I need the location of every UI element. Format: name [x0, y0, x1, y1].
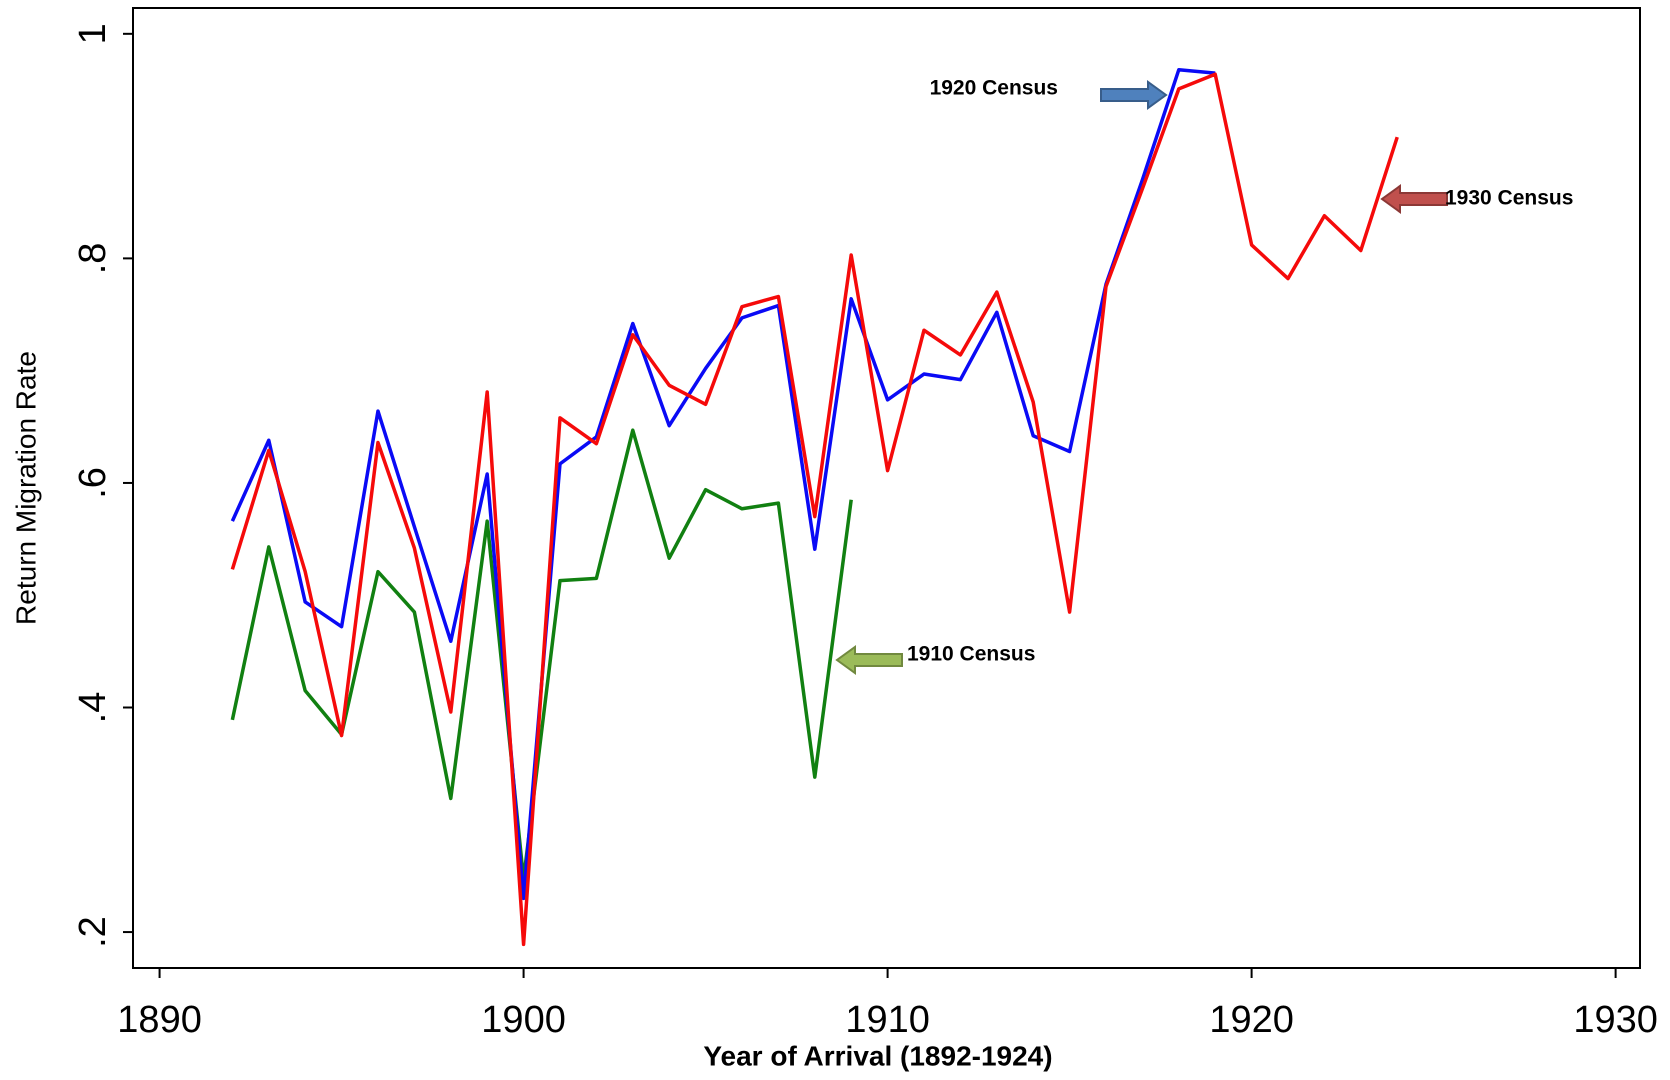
y-tick-label: .8: [72, 243, 114, 275]
x-tick-label: 1930: [1573, 999, 1658, 1041]
y-tick-label: .6: [72, 467, 114, 499]
series-line: [230, 68, 1216, 901]
x-axis-title: Year of Arrival (1892-1924): [703, 1040, 1052, 1071]
x-tick-label: 1920: [1209, 999, 1294, 1041]
x-tick-label: 1900: [481, 999, 566, 1041]
census-label: 1920 Census: [930, 77, 1058, 100]
census-label: 1910 Census: [907, 643, 1035, 666]
annotations: 1910 Census 1920 Census 1930 Census: [835, 77, 1573, 675]
y-tick-label: 1: [72, 23, 114, 44]
y-tick-label: .4: [72, 692, 114, 724]
census-label: 1930 Census: [1445, 187, 1573, 210]
plot-frame: [132, 7, 1641, 969]
x-tick-label: 1890: [117, 999, 202, 1041]
series-line: [230, 428, 853, 882]
y-tick-label: .2: [72, 916, 114, 948]
x-tick-label: 1910: [845, 999, 930, 1041]
arrow-1910: [835, 645, 903, 675]
y-axis-title: Return Migration Rate: [10, 351, 41, 625]
series-line: [230, 72, 1399, 947]
arrow-1930: [1380, 184, 1448, 214]
arrow-1920: [1100, 80, 1168, 110]
